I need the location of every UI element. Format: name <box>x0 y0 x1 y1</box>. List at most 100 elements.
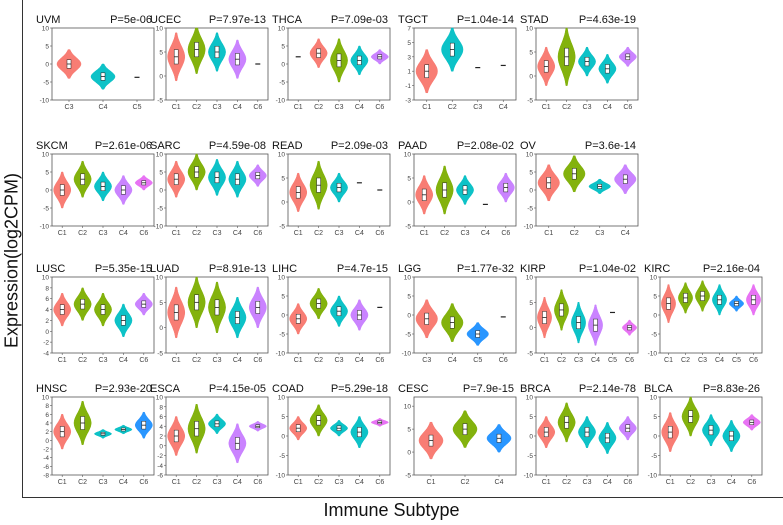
y-tick-label: 10 <box>650 275 658 282</box>
x-tick-label: C4 <box>727 479 736 486</box>
x-tick-label: C1 <box>294 230 303 237</box>
x-tick-label: C1 <box>58 230 67 237</box>
x-tick-label: C1 <box>294 104 303 111</box>
x-tick-label: C3 <box>99 357 108 364</box>
x-tick-label: C4 <box>499 104 508 111</box>
panel-pvalue: P=2.08e-02 <box>457 140 514 152</box>
y-tick-label: 5 <box>159 50 163 57</box>
y-tick-label: 10 <box>650 395 658 402</box>
x-tick-label: C4 <box>119 230 128 237</box>
panel-title: CESC <box>398 383 429 395</box>
x-tick-label: C6 <box>625 357 634 364</box>
y-tick-label: -10 <box>154 224 164 231</box>
panel-paad: PAAD P=2.08e-02-50510C1 C2 C3 C4 C6 <box>398 140 516 237</box>
y-tick-label: -2 <box>43 340 49 347</box>
panel-pvalue: P=7.97e-13 <box>209 14 266 26</box>
panel-esca: ESCA P=4.15e-05-6-4-20246810C1 C2 C3 C4 C6 <box>150 383 268 486</box>
y-tick-label: 10 <box>526 395 534 402</box>
x-tick-label: C3 <box>583 479 592 486</box>
y-tick-label: 8 <box>159 404 163 411</box>
x-tick-label: C1 <box>542 104 551 111</box>
y-tick-label: 0 <box>281 434 285 441</box>
x-tick-label: C2 <box>557 357 566 364</box>
y-tick-label: 5 <box>407 294 411 301</box>
y-tick-label: 3 <box>407 54 411 61</box>
y-tick-label: -5 <box>651 453 657 460</box>
x-tick-label: C1 <box>294 479 303 486</box>
y-tick-label: 0 <box>45 438 49 445</box>
x-tick-label: C3 <box>65 104 74 111</box>
x-tick-label: C4 <box>603 104 612 111</box>
y-tick-label: 5 <box>159 170 163 177</box>
x-tick-label: C2 <box>570 230 579 237</box>
y-tick-label: -2 <box>157 453 163 460</box>
x-tick-label: C4 <box>233 479 242 486</box>
y-tick-label: -6 <box>43 464 49 471</box>
x-tick-label: C2 <box>192 230 201 237</box>
x-tick-label: C1 <box>172 104 181 111</box>
panel-title: TGCT <box>398 14 428 26</box>
x-tick-label: C3 <box>213 357 222 364</box>
x-tick-label: C2 <box>562 104 571 111</box>
panel-pvalue: P=8.91e-13 <box>209 263 266 275</box>
y-tick-label: -4 <box>43 455 49 462</box>
x-tick-label: C1 <box>420 230 429 237</box>
y-tick-label: 5 <box>653 414 657 421</box>
x-tick-label: C4 <box>233 230 242 237</box>
panel-pvalue: P=1.04e-14 <box>457 14 514 26</box>
panel-hnsc: HNSC P=2.93e-20-8-6-4-20246810C1 C2 C3 C4 C6 <box>36 383 154 486</box>
panel-brca: BRCA P=2.14e-78 -10 -5 0 5 10 C1 C2 C3 C4 C6 <box>520 383 638 486</box>
y-tick-label: -10 <box>276 98 286 105</box>
panel-coad: COAD P=5.29e-18-10-50510C1 C2 C3 C4 C6 <box>272 383 390 486</box>
panel-lgg: LGG P=1.77e-32 -10 -5 0 5 10 C3 C4 C5 C6 <box>398 263 516 364</box>
x-tick-label: C4 <box>591 357 600 364</box>
panel-pvalue: P=2.09e-03 <box>331 140 388 152</box>
x-tick-label: C2 <box>440 230 449 237</box>
y-tick-label: -4 <box>43 351 49 358</box>
x-tick-label: C2 <box>78 479 87 486</box>
y-tick-label: 10 <box>278 275 286 282</box>
y-tick-label: 0 <box>407 313 411 320</box>
x-tick-label: C1 <box>544 230 553 237</box>
x-tick-label: C4 <box>355 479 364 486</box>
panel-pvalue: P=1.04e-02 <box>579 263 636 275</box>
y-tick-label: 10 <box>42 152 50 159</box>
panel-pvalue: P=7.09e-03 <box>331 14 388 26</box>
y-tick-label: 0 <box>159 188 163 195</box>
panel-skcm: SKCM P=2.61e-06-10-50510C1 C2 C3 C4 C6 <box>36 140 154 237</box>
y-tick-label: -10 <box>276 473 286 480</box>
x-tick-label: C4 <box>233 104 242 111</box>
y-tick-label: 10 <box>42 275 50 282</box>
y-tick-label: 10 <box>404 404 412 411</box>
x-tick-label: C1 <box>540 357 549 364</box>
x-tick-label: C6 <box>623 104 632 111</box>
y-tick-label: 0 <box>529 325 533 332</box>
x-tick-label: C6 <box>253 230 262 237</box>
y-tick-label: 0 <box>529 434 533 441</box>
panel-title: THCA <box>272 14 303 26</box>
x-tick-label: C1 <box>294 357 303 364</box>
x-tick-label: C2 <box>448 104 457 111</box>
y-tick-label: -5 <box>527 453 533 460</box>
y-tick-label: -5 <box>405 224 411 231</box>
panel-pvalue: P=2.61e-06 <box>95 140 152 152</box>
panel-title: UVM <box>36 14 60 26</box>
y-tick-label: 1 <box>407 69 411 76</box>
y-tick-label: -5 <box>279 80 285 87</box>
y-tick-label: 5 <box>281 414 285 421</box>
x-tick-label: C6 <box>747 479 756 486</box>
x-tick-label: C6 <box>749 357 758 364</box>
x-tick-label: C1 <box>172 479 181 486</box>
panel-pvalue: P=5.29e-18 <box>331 383 388 395</box>
y-tick-label: 4 <box>159 424 163 431</box>
panel-ov: OV P=3.6e-14-10-50510C1 C2 C3 C4 <box>520 140 638 237</box>
panel-uvm: UVM P=5e-06-10-50510C3 C4 C5 <box>36 14 154 111</box>
y-tick-label: -10 <box>524 473 534 480</box>
x-tick-label: C5 <box>608 357 617 364</box>
x-tick-label: C2 <box>314 479 323 486</box>
y-tick-label: 10 <box>526 152 534 159</box>
panel-pvalue: P=5e-06 <box>110 14 152 26</box>
panel-pvalue: P=1.77e-32 <box>457 263 514 275</box>
y-tick-label: -5 <box>405 332 411 339</box>
y-tick-label: -5 <box>279 453 285 460</box>
